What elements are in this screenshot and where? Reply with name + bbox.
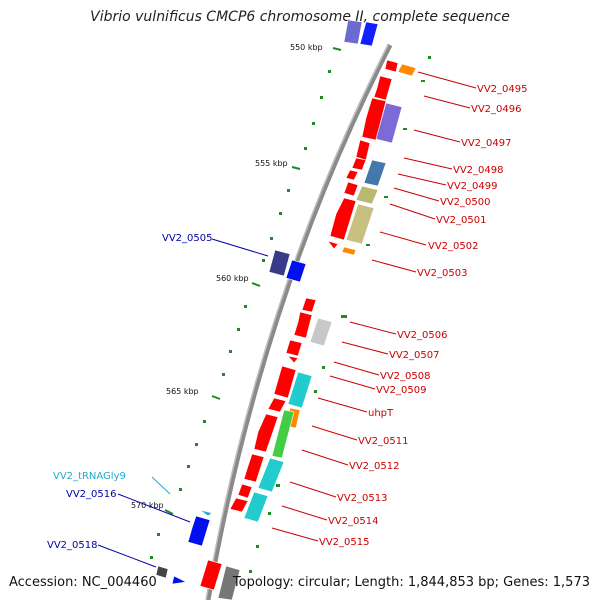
gene-label-vv2-0509[interactable]: VV2_0509 xyxy=(376,385,427,396)
map-title: Vibrio vulnificus CMCP6 chromosome II, c… xyxy=(90,9,510,25)
gene-label-vv2-0515[interactable]: VV2_0515 xyxy=(319,537,370,548)
gene-label-uhpt[interactable]: uhpT xyxy=(368,408,394,419)
scale-label-555: 555 kbp xyxy=(255,159,288,168)
scale-label-550: 550 kbp xyxy=(290,43,323,52)
gene-label-vv2-0500[interactable]: VV2_0500 xyxy=(440,197,491,208)
gene-feature-0502 xyxy=(327,240,339,250)
gene-feature-0506b xyxy=(293,311,313,339)
scale-label-560: 560 kbp xyxy=(216,274,249,283)
gene-feature-0501 xyxy=(329,197,357,241)
gene-feature-trna xyxy=(199,509,213,517)
gene-feature-0500b xyxy=(355,185,379,205)
gene-label-vv2-trnagly9[interactable]: VV2_tRNAGly9 xyxy=(53,471,126,482)
gene-feature-0495 xyxy=(384,59,399,73)
gene-feature-bottom-2 xyxy=(217,565,241,600)
gene-feature-0498 xyxy=(355,139,371,161)
gene-feature-0497a xyxy=(361,97,387,141)
gene-label-vv2-0502[interactable]: VV2_0502 xyxy=(428,241,479,252)
gene-label-vv2-0507[interactable]: VV2_0507 xyxy=(389,350,440,361)
gene-feature-0506a xyxy=(301,297,317,313)
gene-label-vv2-0497[interactable]: VV2_0497 xyxy=(461,138,512,149)
gene-label-vv2-0511[interactable]: VV2_0511 xyxy=(358,436,409,447)
gene-label-vv2-0499[interactable]: VV2_0499 xyxy=(447,181,498,192)
gene-label-vv2-0508[interactable]: VV2_0508 xyxy=(380,371,431,382)
gene-feature-0505b xyxy=(285,259,307,283)
gene-feature-0499 xyxy=(363,159,387,187)
topology-text: Topology: circular; Length: 1,844,853 bp… xyxy=(232,575,590,590)
gene-feature-0514b xyxy=(243,491,269,523)
gene-feature-bottom-1 xyxy=(199,559,223,591)
gene-label-vv2-0506[interactable]: VV2_0506 xyxy=(397,330,448,341)
gene-feature-0501b xyxy=(345,203,375,245)
gene-feature-0512a xyxy=(243,453,265,483)
gene-feature-0497b xyxy=(375,102,403,144)
gene-label-vv2-0512[interactable]: VV2_0512 xyxy=(349,461,400,472)
gene-label-vv2-0496[interactable]: VV2_0496 xyxy=(471,104,522,115)
gene-label-vv2-0495[interactable]: VV2_0495 xyxy=(477,84,528,95)
gene-feature-0509b xyxy=(287,371,313,409)
gene-label-vv2-0503[interactable]: VV2_0503 xyxy=(417,268,468,279)
gene-label-vv2-0518[interactable]: VV2_0518 xyxy=(47,540,98,551)
gene-feature-0508 xyxy=(287,355,299,364)
gene-feature-0496 xyxy=(373,75,393,101)
gene-label-vv2-0514[interactable]: VV2_0514 xyxy=(328,516,379,527)
gene-feature-0518b xyxy=(171,575,187,585)
gene-label-vv2-0505[interactable]: VV2_0505 xyxy=(162,233,213,244)
gene-feature-0498b xyxy=(351,157,367,171)
chromosome-backbone-highlight xyxy=(205,44,389,600)
gene-feature-0499b xyxy=(345,169,359,181)
gene-feature-top-2 xyxy=(359,21,379,47)
major-ticks xyxy=(164,47,342,515)
gene-feature-0506c xyxy=(309,317,333,347)
gene-feature-0518a xyxy=(155,565,169,579)
gene-feature-0495b xyxy=(397,63,417,77)
gene-feature-0500 xyxy=(343,181,359,197)
gene-feature-0513 xyxy=(237,483,253,499)
gene-label-vv2-0516[interactable]: VV2_0516 xyxy=(66,489,117,500)
minor-ticks xyxy=(150,56,431,573)
accession-text: Accession: NC_004460 xyxy=(9,575,157,590)
gene-feature-top-1 xyxy=(343,19,363,45)
gene-label-vv2-0513[interactable]: VV2_0513 xyxy=(337,493,388,504)
leader-lines xyxy=(97,71,477,568)
chromosome-backbone xyxy=(205,43,393,600)
gene-feature-0511c xyxy=(271,409,295,459)
gene-feature-0509a xyxy=(273,365,297,399)
gene-feature-0505a xyxy=(268,249,291,277)
gene-features xyxy=(155,19,417,600)
gene-feature-0507 xyxy=(285,339,303,357)
gene-feature-0514 xyxy=(229,497,249,513)
gene-feature-uhpT xyxy=(267,397,287,413)
gene-label-vv2-0498[interactable]: VV2_0498 xyxy=(453,165,504,176)
gene-label-vv2-0501[interactable]: VV2_0501 xyxy=(436,215,487,226)
gene-feature-0511a xyxy=(253,413,279,453)
gene-feature-0516 xyxy=(187,515,211,547)
scale-label-565: 565 kbp xyxy=(166,387,199,396)
gene-feature-0502b xyxy=(341,246,357,256)
gene-feature-0512b xyxy=(257,457,285,493)
